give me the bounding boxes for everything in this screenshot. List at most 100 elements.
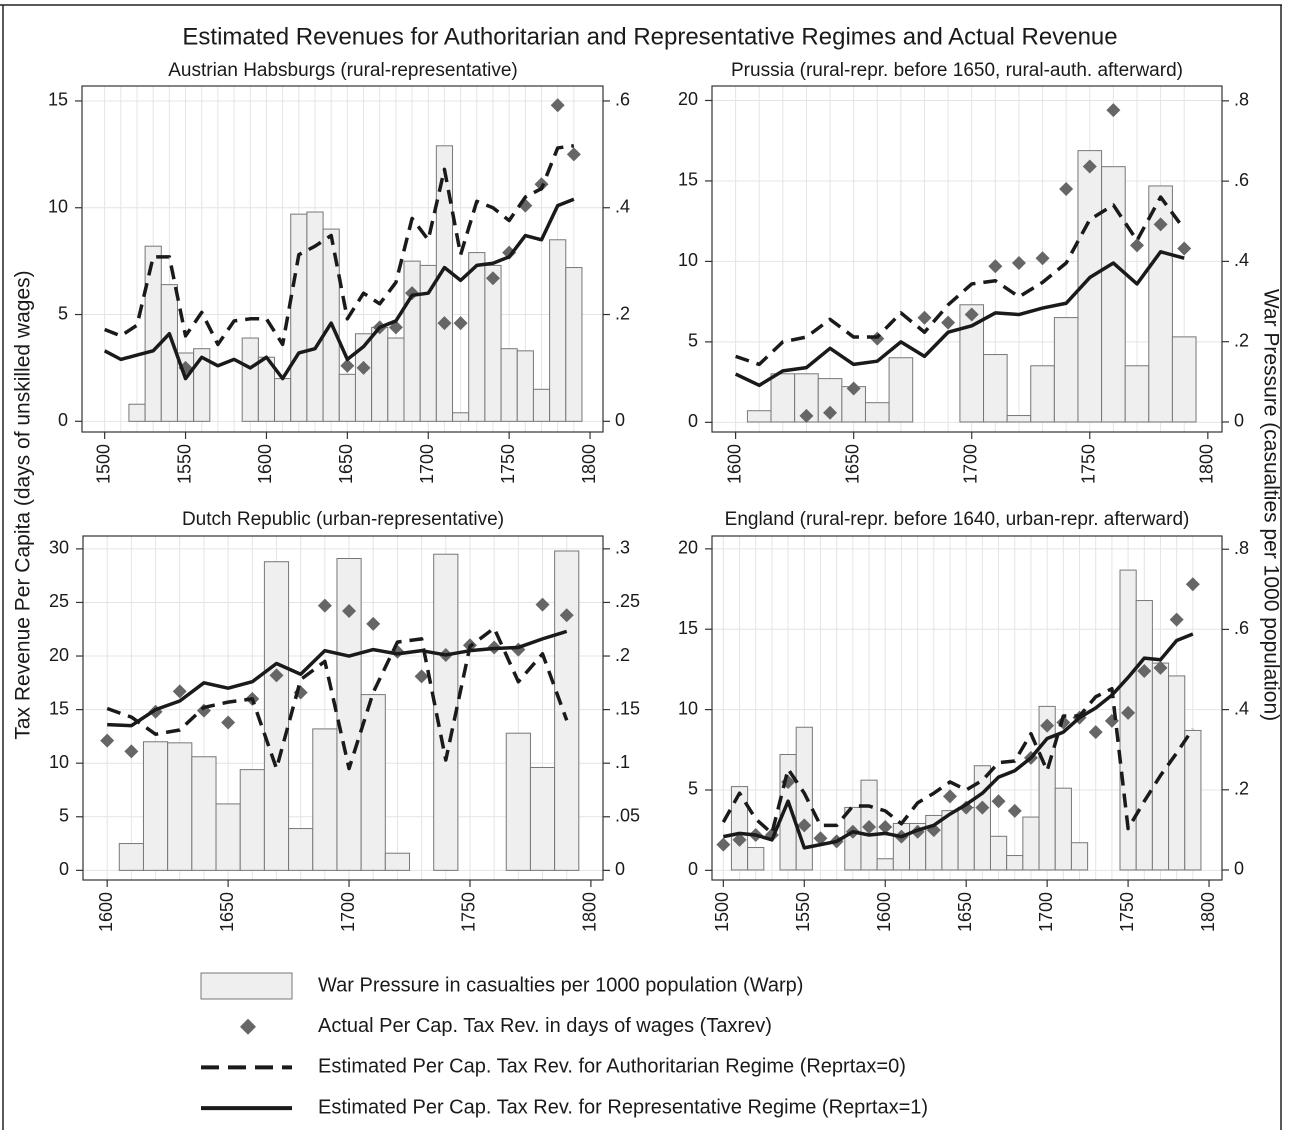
- x-tick-label: 1800: [1197, 444, 1217, 484]
- x-tick-label: 1600: [255, 444, 275, 484]
- y2-tick-label: .3: [615, 538, 630, 558]
- bar: [1168, 675, 1186, 871]
- x-tick-label: 1650: [842, 444, 862, 484]
- diamond-marker: [1088, 725, 1103, 740]
- y2-tick-label: .15: [615, 698, 640, 718]
- x-tick-label: 1600: [724, 444, 744, 484]
- solid-line: [734, 250, 1185, 388]
- y-tick-label: 15: [678, 170, 698, 190]
- y2-tick-label: .6: [1234, 170, 1249, 190]
- diamond-marker: [1153, 660, 1168, 675]
- diamond-marker: [964, 307, 979, 322]
- diamond-marker: [100, 733, 115, 748]
- y2-tick-label: .2: [615, 303, 630, 323]
- panel-title: Austrian Habsburgs (rural-representative…: [168, 60, 518, 81]
- bar: [193, 348, 211, 422]
- y2-tick-label: .2: [1234, 779, 1249, 799]
- y-tick-label: 10: [48, 196, 68, 216]
- bar: [312, 728, 338, 871]
- diamond-marker: [566, 147, 581, 162]
- legend-label: War Pressure in casualties per 1000 popu…: [318, 974, 803, 996]
- legend-label: Actual Per Cap. Tax Rev. in days of wage…: [318, 1015, 772, 1037]
- diamond-marker: [823, 405, 838, 420]
- x-tick-label: 1700: [338, 892, 358, 932]
- bar: [1148, 185, 1173, 423]
- diamond-marker: [943, 789, 957, 804]
- x-tick-label: 1650: [217, 892, 237, 932]
- y-tick-label: 20: [678, 538, 698, 558]
- legend-label: Estimated Per Cap. Tax Rev. for Represen…: [318, 1096, 928, 1118]
- y2-tick-label: .2: [1234, 330, 1249, 350]
- diamond-marker: [799, 408, 814, 423]
- diamond-marker: [535, 597, 550, 612]
- bar: [1054, 787, 1072, 871]
- diamond-marker: [1007, 803, 1022, 818]
- bar: [241, 337, 259, 422]
- plot-frame: [711, 535, 1223, 881]
- bar: [419, 264, 437, 422]
- y2-tick-label: .6: [1234, 618, 1249, 638]
- diamond-marker: [269, 668, 284, 683]
- bar: [1151, 662, 1170, 871]
- diamond-marker: [124, 744, 139, 759]
- diamond-marker: [716, 837, 731, 852]
- y2-tick-label: .1: [615, 752, 630, 772]
- x-tick-label: 1650: [336, 444, 356, 484]
- bar: [1006, 415, 1032, 423]
- bar: [549, 239, 567, 422]
- bar: [1184, 729, 1202, 871]
- bar: [989, 835, 1008, 871]
- x-tick-label: 1550: [174, 444, 194, 484]
- bar: [290, 213, 308, 422]
- diamond-marker: [797, 818, 812, 833]
- y-tick-label: 0: [688, 411, 698, 431]
- diamond-marker: [502, 245, 517, 260]
- bar: [770, 373, 796, 423]
- panel-title: Prussia (rural-repr. before 1650, rural-…: [731, 60, 1183, 81]
- diamond-marker: [317, 598, 332, 613]
- diamond-marker: [1130, 238, 1144, 253]
- diamond-marker: [1153, 217, 1168, 232]
- bar: [888, 357, 914, 423]
- y2-tick-label: 0: [615, 410, 625, 430]
- bar: [746, 410, 772, 423]
- bar: [1171, 336, 1197, 423]
- bar: [532, 388, 551, 422]
- bar: [983, 354, 1008, 423]
- bar: [1022, 816, 1040, 871]
- diamond-marker: [878, 819, 893, 834]
- bar: [1006, 855, 1024, 871]
- y-tick-label: 5: [59, 806, 69, 826]
- bar: [144, 245, 162, 422]
- plot-frame: [711, 85, 1223, 433]
- y2-tick-label: .25: [615, 591, 640, 611]
- bar: [1030, 365, 1055, 423]
- legend-label: Estimated Per Cap. Tax Rev. for Authorit…: [318, 1056, 906, 1078]
- y-tick-label: 10: [678, 250, 698, 270]
- diamond-marker: [453, 316, 468, 331]
- x-tick-label: 1800: [579, 444, 599, 484]
- y-tick-label: 0: [688, 859, 698, 879]
- y-tick-label: 20: [49, 645, 69, 665]
- x-tick-label: 1700: [417, 444, 437, 484]
- y2-tick-label: .4: [1234, 250, 1249, 270]
- solid-line: [103, 197, 575, 381]
- bar: [876, 858, 894, 871]
- x-tick-label: 1800: [580, 892, 600, 932]
- bar: [371, 326, 389, 422]
- diamond-marker: [1185, 577, 1200, 592]
- y-axis-label: Tax Revenue Per Capita (days of unskille…: [12, 270, 35, 739]
- diamond-marker: [732, 832, 747, 847]
- plot-frame: [81, 85, 604, 433]
- y2-tick-label: .4: [1234, 698, 1249, 718]
- y-tick-label: 20: [678, 89, 698, 109]
- y2-tick-label: .6: [615, 90, 630, 110]
- diamond-marker: [1137, 664, 1152, 679]
- bar: [128, 403, 146, 422]
- y2-tick-label: 0: [1234, 859, 1244, 879]
- diamond-marker: [1011, 256, 1026, 271]
- x-tick-label: 1500: [93, 444, 113, 484]
- solid-line: [722, 632, 1194, 850]
- bar: [360, 694, 386, 871]
- dashed-line: [104, 144, 575, 347]
